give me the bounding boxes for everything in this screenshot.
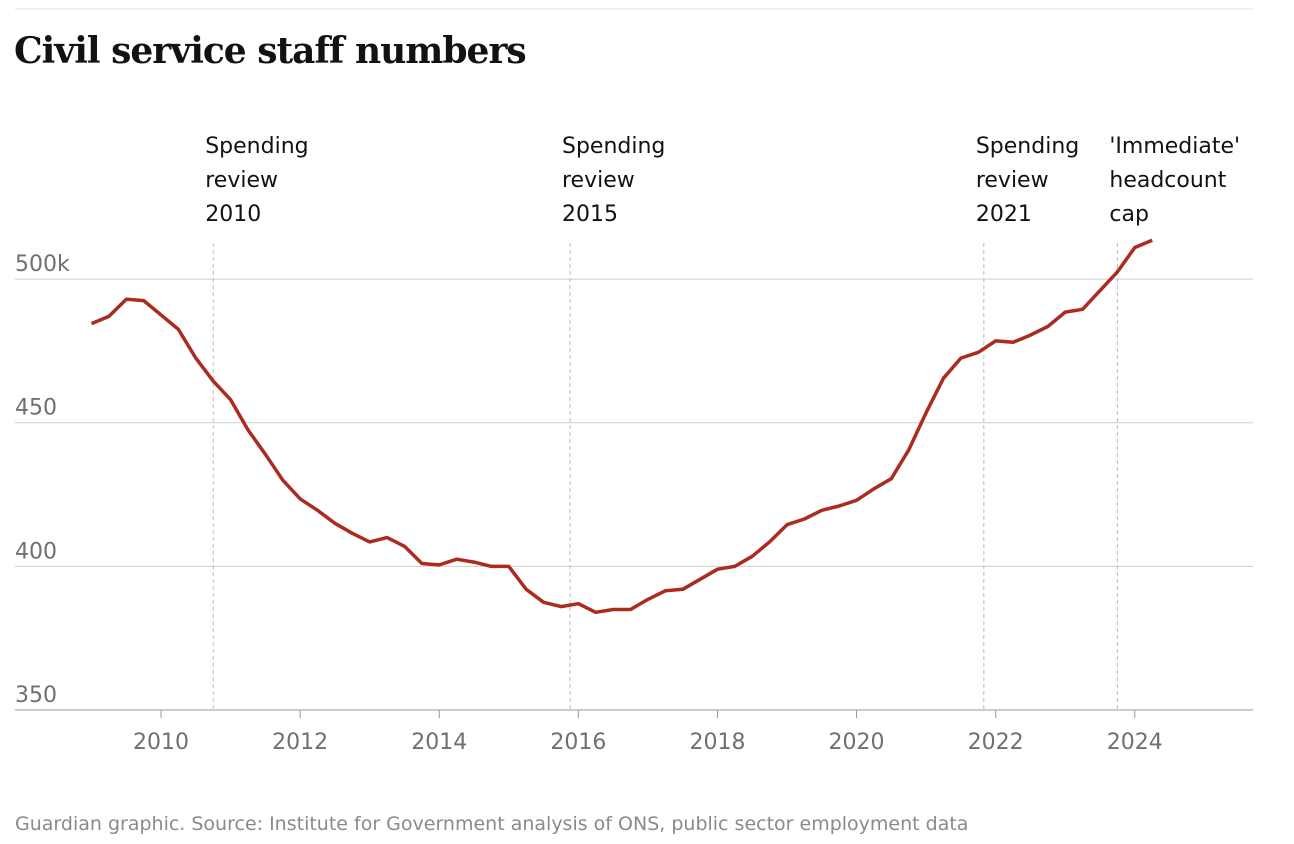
y-tick-label: 350 — [15, 683, 57, 708]
annotation-text: review — [205, 168, 278, 193]
annotation-text: review — [976, 168, 1049, 193]
annotation-text: review — [562, 168, 635, 193]
annotation-text: 2015 — [562, 202, 618, 227]
source: Guardian graphic. Source: Institute for … — [15, 813, 968, 835]
y-tick-label: 450 — [15, 396, 57, 421]
annotation-text: Spending — [562, 134, 665, 159]
annotation-text: 2010 — [205, 202, 261, 227]
chart-title: Civil service staff numbers — [14, 30, 526, 72]
x-tick-label: 2014 — [411, 730, 467, 755]
y-tick-label: 500k — [15, 252, 70, 277]
x-tick-label: 2024 — [1107, 730, 1163, 755]
annotation-text: 2021 — [976, 202, 1032, 227]
data-line — [90, 238, 1153, 615]
y-tick-label: 400 — [15, 539, 57, 564]
annotation-text: Spending — [205, 134, 308, 159]
annotation-text: headcount — [1109, 168, 1226, 193]
annotation-text: Spending — [976, 134, 1079, 159]
x-tick-label: 2010 — [133, 730, 189, 755]
x-tick-label: 2012 — [272, 730, 328, 755]
annotation-text: 'Immediate' — [1109, 134, 1240, 159]
x-tick-label: 2018 — [689, 730, 745, 755]
annotation-text: cap — [1109, 202, 1149, 227]
x-tick-label: 2020 — [829, 730, 885, 755]
x-tick-label: 2022 — [968, 730, 1024, 755]
x-tick-label: 2016 — [550, 730, 606, 755]
